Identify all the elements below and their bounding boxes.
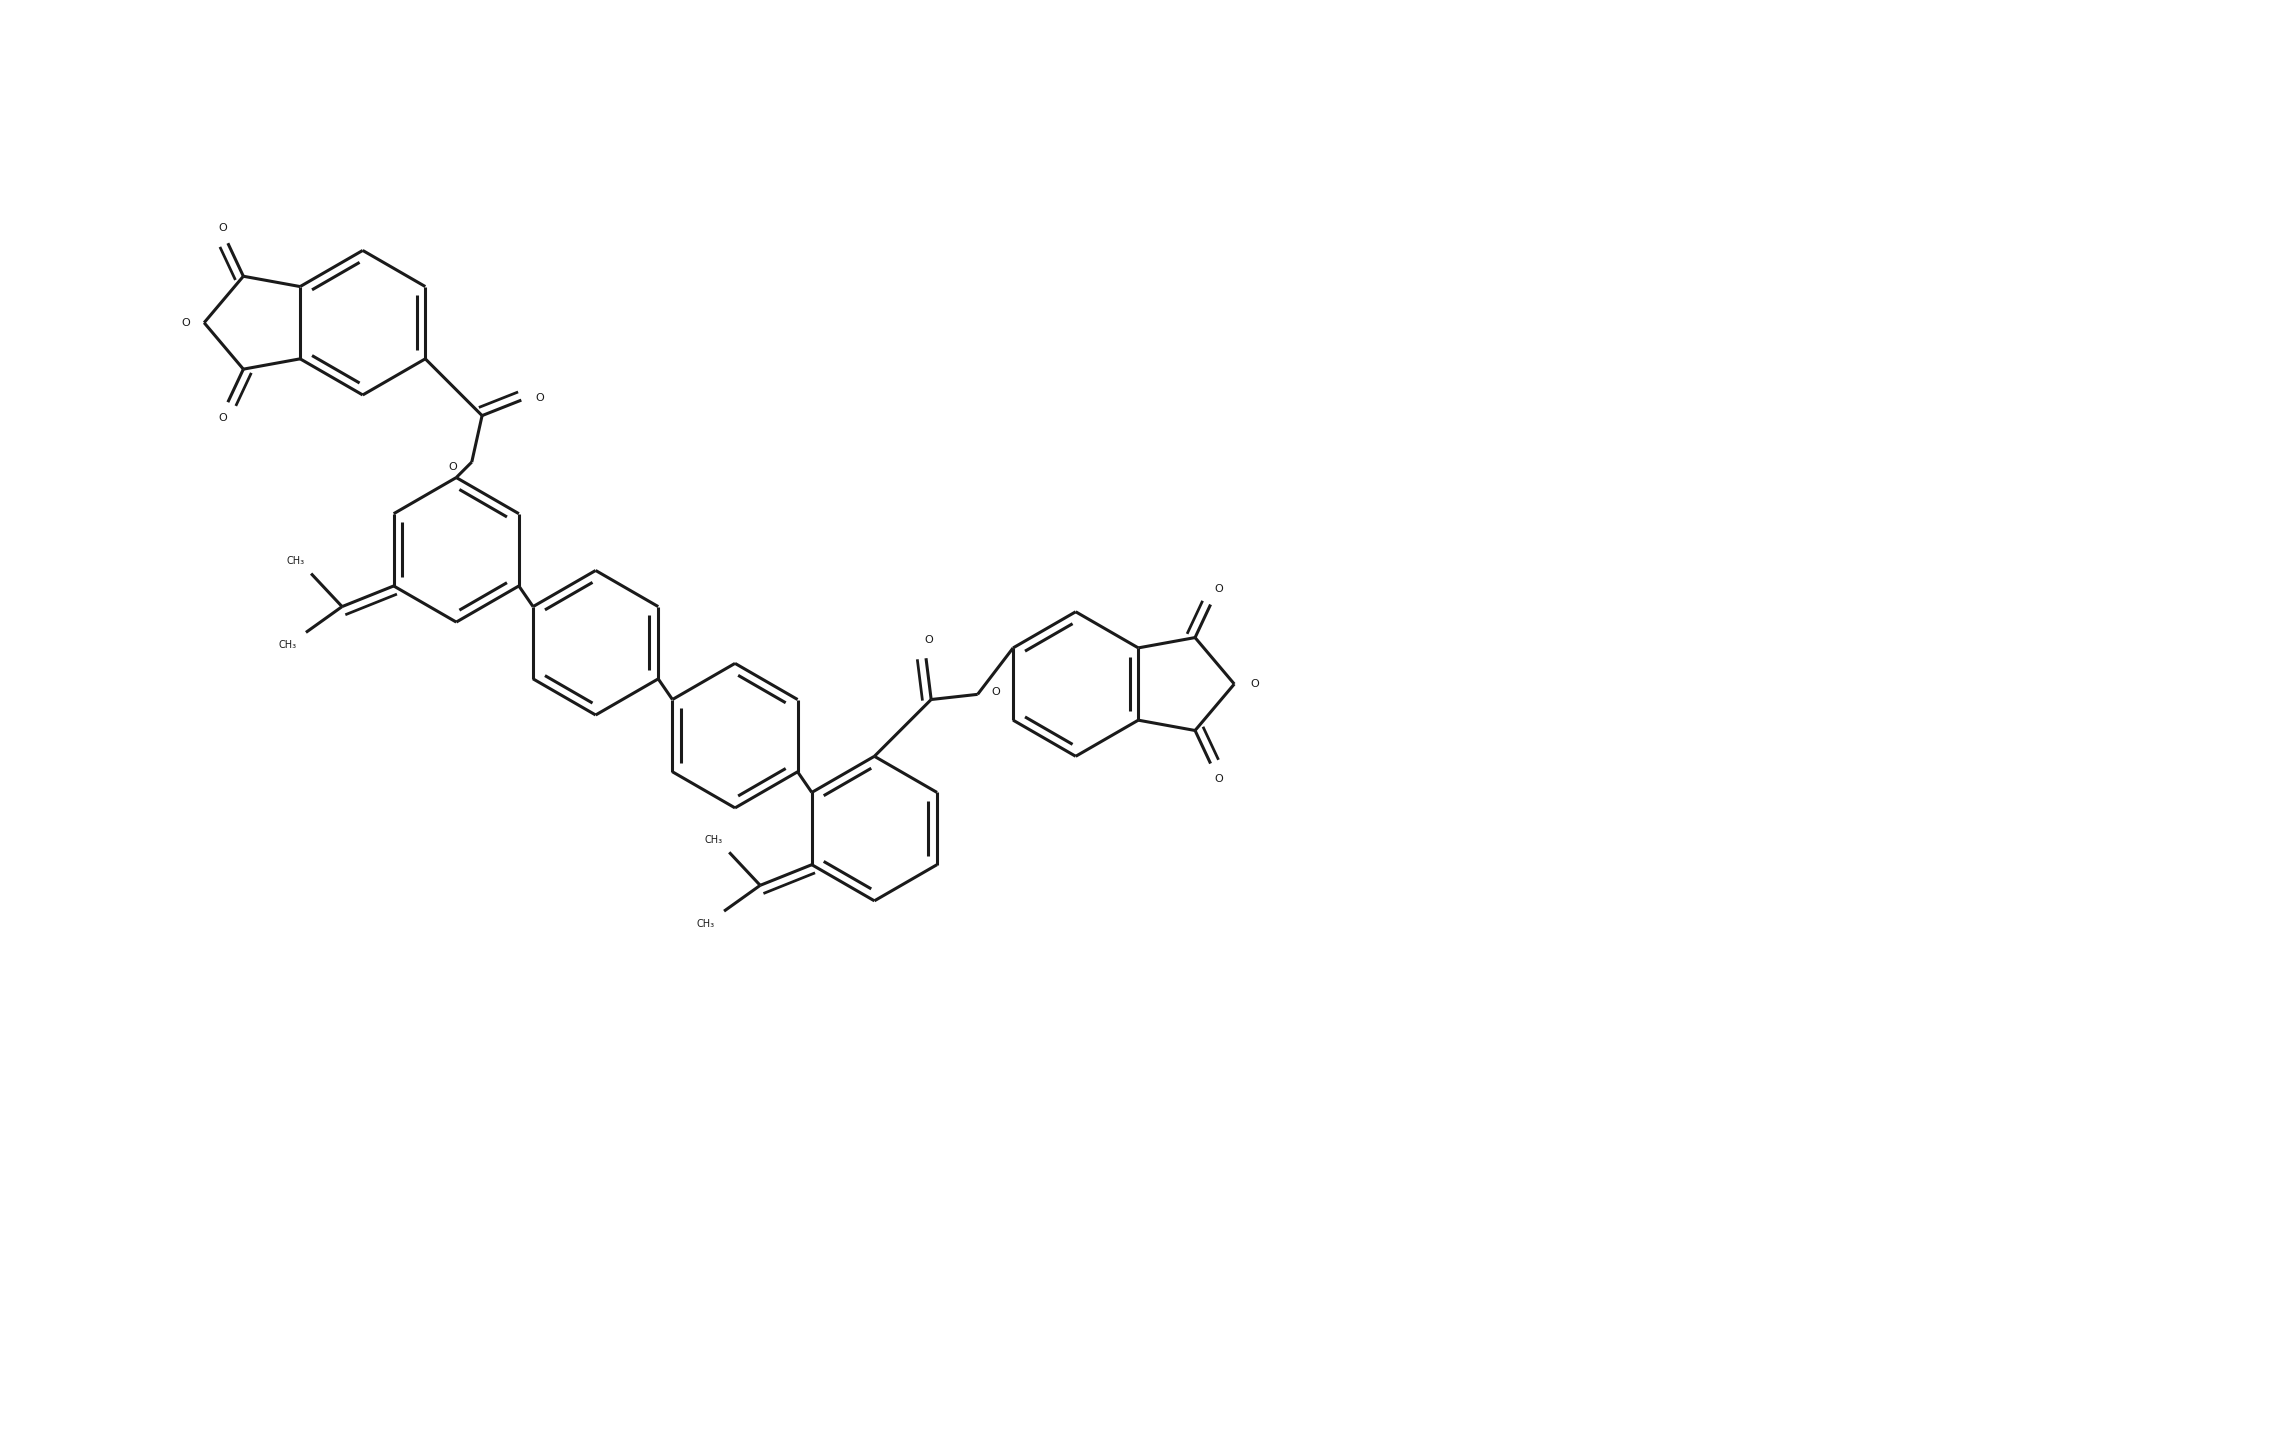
- Text: O: O: [1251, 679, 1260, 689]
- Text: O: O: [448, 462, 457, 472]
- Text: O: O: [182, 317, 191, 327]
- Text: CH₃: CH₃: [277, 639, 296, 649]
- Text: O: O: [926, 635, 935, 645]
- Text: CH₃: CH₃: [705, 835, 723, 845]
- Text: CH₃: CH₃: [696, 918, 714, 928]
- Text: CH₃: CH₃: [287, 556, 305, 566]
- Text: O: O: [218, 413, 227, 423]
- Text: O: O: [218, 223, 227, 233]
- Text: O: O: [534, 393, 543, 403]
- Text: O: O: [1214, 583, 1223, 593]
- Text: O: O: [1214, 774, 1223, 784]
- Text: O: O: [991, 688, 1001, 698]
